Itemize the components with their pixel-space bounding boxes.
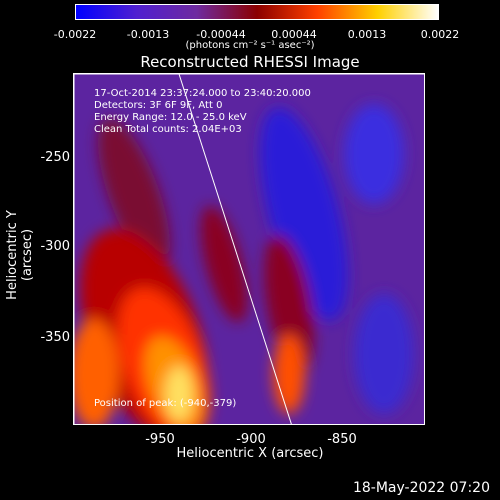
colorbar-tick: 0.0022 [420, 28, 460, 41]
annotation-detectors: Detectors: 3F 6F 9F, Att 0 [94, 100, 223, 111]
colorbar [75, 4, 439, 20]
colorbar-tick: 0.00044 [271, 28, 317, 41]
annotation-energy: Energy Range: 12.0 - 25.0 keV [94, 112, 247, 123]
rhessi-image [73, 73, 425, 425]
colorbar-tick: -0.00044 [196, 28, 246, 41]
x-tick: -850 [327, 432, 357, 447]
colorbar-tick: 0.0013 [347, 28, 387, 41]
colorbar-tick: -0.0013 [126, 28, 170, 41]
image-emission [74, 104, 414, 424]
annotation-clean: Clean Total counts: 2.04E+03 [94, 124, 242, 135]
plot-title: Reconstructed RHESSI Image [140, 53, 360, 71]
x-tick: -900 [236, 432, 266, 447]
rhessi-image-canvas [74, 74, 424, 424]
footer-date: 18-May-2022 07:20 [352, 480, 490, 496]
annotation-position: Position of peak: (-940,-379) [94, 398, 237, 409]
colorbar-tick: -0.0022 [53, 28, 97, 41]
colorbar-units: (photons cm⁻² s⁻¹ asec⁻²) [185, 40, 315, 51]
annotation-time: 17-Oct-2014 23:37:24.000 to 23:40:20.000 [94, 88, 311, 99]
solar-limb-line [178, 74, 292, 424]
x-tick: -950 [145, 432, 175, 447]
y-tick: -350 [40, 330, 70, 345]
y-tick: -300 [40, 239, 70, 254]
y-tick: -250 [40, 150, 70, 165]
x-axis-label: Heliocentric X (arcsec) [176, 446, 324, 461]
y-axis-label: Heliocentric Y (arcsec) [5, 210, 35, 300]
